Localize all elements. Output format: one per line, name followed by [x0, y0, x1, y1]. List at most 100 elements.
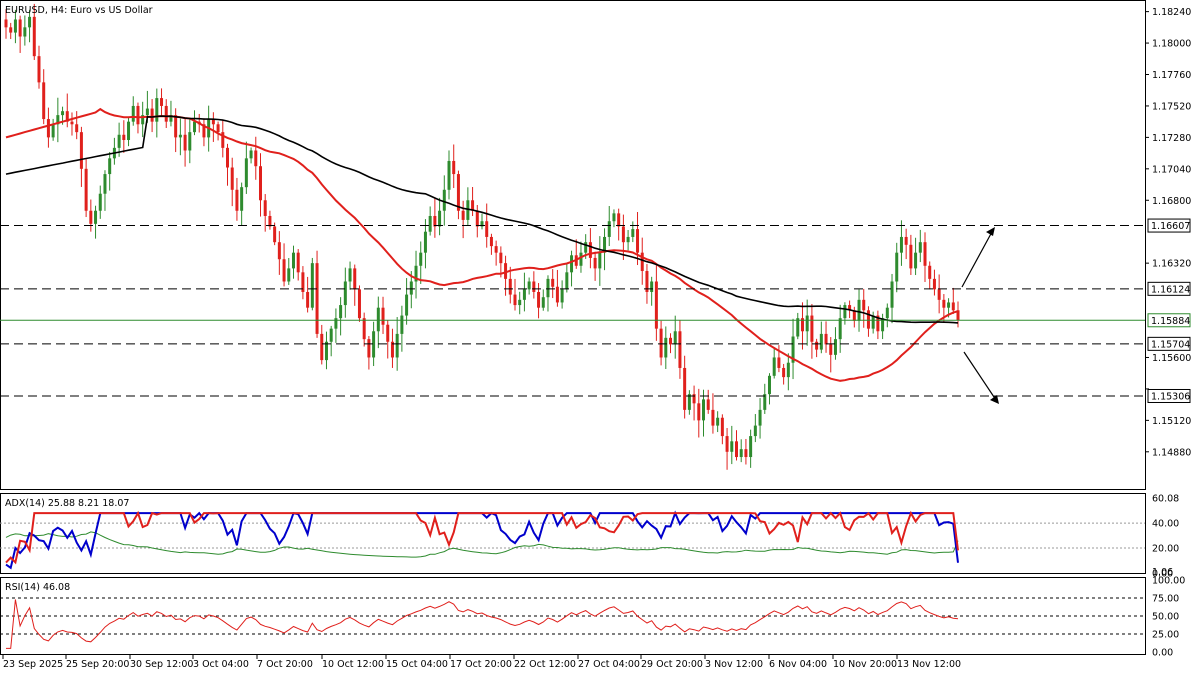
candle	[122, 120, 126, 153]
candle	[513, 278, 517, 311]
time-tick-label: 3 Nov 12:00	[705, 659, 763, 670]
candle	[296, 249, 300, 281]
candle	[329, 325, 333, 357]
candle	[263, 194, 267, 232]
candle	[734, 430, 738, 461]
price-series-layer	[4, 3, 960, 470]
candle	[362, 312, 366, 347]
candle	[871, 311, 875, 334]
candle	[32, 3, 36, 60]
candle	[301, 266, 305, 300]
candle	[108, 151, 112, 191]
candle	[405, 278, 409, 325]
candle	[951, 287, 955, 314]
candle	[174, 108, 178, 153]
candle	[560, 280, 564, 309]
price-tick-label: 1.18000	[1152, 39, 1191, 50]
price-tick-label: 1.17040	[1152, 164, 1191, 175]
adx-tick-label: 20.00	[1152, 544, 1179, 555]
candle	[588, 228, 592, 269]
time-tick-label: 13 Nov 12:00	[897, 659, 961, 670]
candle	[37, 45, 41, 89]
candle	[692, 385, 696, 421]
candle	[268, 210, 272, 230]
chart-title: EURUSD, H4: Euro vs US Dollar	[5, 5, 153, 16]
candle	[277, 231, 281, 275]
candle	[598, 236, 602, 286]
candle	[612, 209, 616, 228]
candle	[348, 261, 352, 290]
candle	[499, 246, 503, 278]
candle	[541, 289, 545, 311]
candle	[914, 237, 918, 276]
candle	[89, 199, 93, 232]
candle	[480, 213, 484, 230]
ma-slow-line	[5, 115, 959, 324]
candle	[51, 118, 55, 141]
candle	[636, 212, 640, 266]
candle	[829, 337, 833, 373]
candle	[70, 112, 74, 136]
candle	[664, 326, 668, 370]
price-tick-label: 1.15120	[1152, 416, 1191, 427]
time-tick-label: 23 Sep 2025	[3, 659, 63, 670]
candle	[857, 289, 861, 332]
candle	[433, 198, 437, 238]
candle	[494, 240, 498, 266]
candle	[9, 22, 13, 40]
adx-main-line	[5, 531, 959, 558]
candle	[221, 120, 225, 158]
svg-text:1.15884: 1.15884	[1151, 316, 1190, 327]
price-tick-label: 1.16320	[1152, 259, 1191, 270]
candle	[353, 264, 357, 306]
candle	[131, 96, 135, 126]
candle	[291, 245, 295, 279]
rsi-panel-label: RSI(14) 46.08	[5, 582, 70, 593]
candle	[617, 208, 621, 241]
candle	[438, 197, 442, 236]
candle	[593, 251, 597, 281]
svg-text:1.15704: 1.15704	[1151, 339, 1190, 350]
candle	[702, 389, 706, 437]
candle	[683, 355, 687, 419]
candle	[772, 347, 776, 379]
rsi-tick-label: 0.00	[1152, 648, 1173, 659]
candle	[381, 296, 385, 334]
rsi-tick-label: 75.00	[1152, 594, 1179, 605]
candle	[673, 315, 677, 359]
candle	[117, 122, 121, 157]
candle	[23, 15, 27, 46]
candle	[753, 414, 757, 443]
candle	[824, 321, 828, 353]
candle	[621, 214, 625, 260]
adx-panel-frame	[0, 493, 1146, 574]
candle	[386, 320, 390, 359]
candle	[46, 107, 50, 148]
candle	[226, 143, 230, 186]
time-tick-label: 6 Nov 04:00	[769, 659, 827, 670]
candle	[659, 320, 663, 366]
candle	[79, 126, 83, 187]
candle	[570, 250, 574, 287]
candle	[603, 228, 607, 271]
candle	[800, 302, 804, 350]
candle	[103, 170, 107, 211]
candle	[188, 117, 192, 164]
candle	[763, 383, 767, 414]
candle	[423, 219, 427, 269]
candle	[866, 306, 870, 337]
candle	[343, 267, 347, 318]
candle	[532, 271, 536, 299]
candle	[697, 388, 701, 438]
candle	[258, 153, 262, 217]
candle	[84, 159, 88, 218]
candle	[909, 234, 913, 275]
candle	[202, 118, 206, 147]
adx-tick-label: 0.00	[1152, 569, 1173, 580]
candle	[551, 269, 555, 299]
candle	[706, 389, 710, 414]
candle	[565, 263, 569, 293]
candle	[895, 242, 899, 293]
candle	[235, 177, 239, 221]
